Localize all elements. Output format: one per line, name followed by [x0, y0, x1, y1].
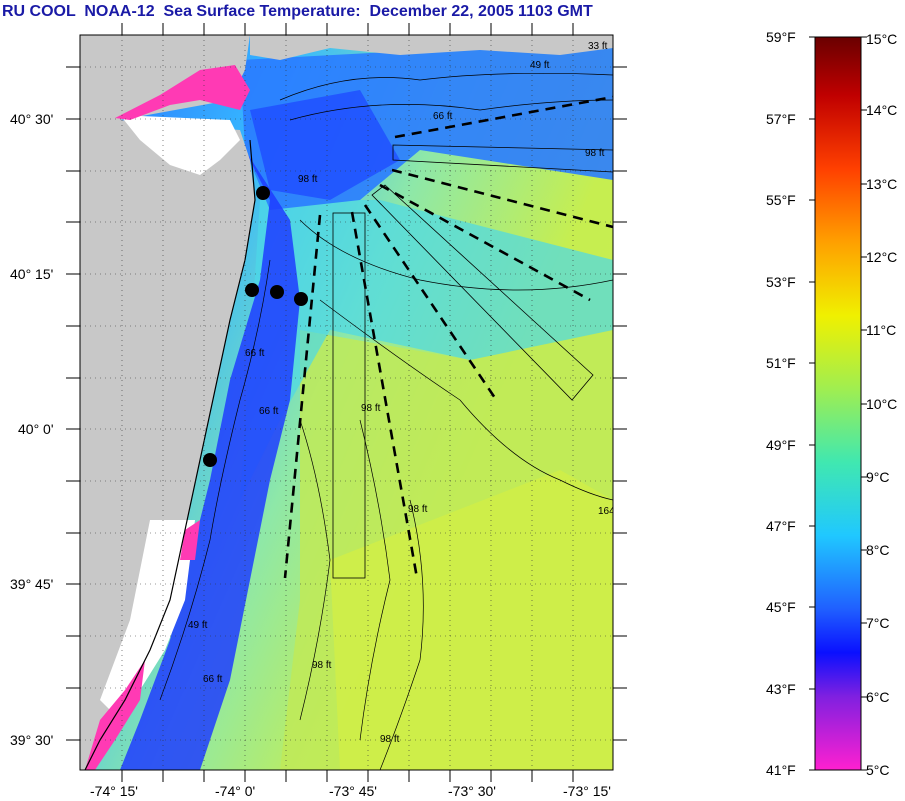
contour-labels: 66 ft 98 ft 33 ft 49 ft 66 ft 98 ft 98 f…: [188, 41, 615, 745]
offshore-warmest-water: [330, 470, 613, 770]
lat-label: 40° 0': [18, 421, 54, 437]
apex-core: [250, 90, 400, 200]
colorbar-gradient: [814, 36, 862, 771]
station-marker[interactable]: [245, 283, 259, 297]
colorbar-c-label: 11°C: [866, 322, 896, 338]
map-ticks: [66, 23, 627, 782]
lat-label: 40° 30': [10, 111, 53, 127]
station-marker[interactable]: [294, 292, 308, 306]
contour-label: 98 ft: [298, 174, 318, 185]
lon-label: -73° 30': [448, 783, 496, 799]
contour-label: 98 ft: [312, 660, 332, 671]
study-areas: [332, 144, 613, 579]
colorbar-f-label: 55°F: [766, 192, 796, 208]
colorbar-c-label: 13°C: [866, 176, 897, 192]
station-marker[interactable]: [270, 285, 284, 299]
contour-label: 49 ft: [530, 60, 550, 71]
nearshore-water: [120, 150, 300, 770]
coastline: [84, 139, 256, 770]
colorbar-f-label: 47°F: [766, 518, 796, 534]
lat-label: 40° 15': [10, 266, 53, 282]
colorbar-f-label: 53°F: [766, 274, 796, 290]
coastal-cold-north: [115, 65, 250, 120]
colorbar-f-label: 51°F: [766, 355, 796, 371]
contour-label: 66 ft: [245, 348, 265, 359]
lon-label: -73° 15': [563, 783, 611, 799]
station-marker[interactable]: [256, 186, 270, 200]
lat-label: 39° 45': [10, 576, 53, 592]
map-body: 66 ft 98 ft 33 ft 49 ft 66 ft 98 ft 98 f…: [80, 35, 615, 770]
lon-label: -74° 0': [215, 783, 255, 799]
bathymetry-contours: [159, 72, 613, 770]
contour-label: 98 ft: [380, 734, 400, 745]
colorbar: 59°F 57°F 55°F 53°F 51°F 49°F 47°F 45°F …: [766, 29, 897, 778]
study-box-east: [392, 144, 613, 173]
colorbar-c-label: 9°C: [866, 469, 890, 485]
station-marker[interactable]: [203, 453, 217, 467]
land-new-jersey: [80, 35, 255, 770]
colorbar-f-label: 43°F: [766, 681, 796, 697]
stations: [203, 186, 308, 467]
colorbar-f-label: 45°F: [766, 599, 796, 615]
map-frame: [79, 34, 614, 771]
contour-label: 49 ft: [188, 620, 208, 631]
colorbar-c-label: 5°C: [866, 762, 890, 778]
lat-label: 39° 30': [10, 732, 53, 748]
colorbar-c-label: 7°C: [866, 615, 890, 631]
contour-label: 98 ft: [408, 504, 428, 515]
cloud-patch-north: [120, 115, 240, 175]
colorbar-f-label: 59°F: [766, 29, 796, 45]
study-box-southeast: [371, 184, 594, 401]
contour-label: 33 ft: [588, 41, 608, 52]
colorbar-f-label: 49°F: [766, 437, 796, 453]
colorbar-c-label: 14°C: [866, 102, 897, 118]
colorbar-c-label: 8°C: [866, 542, 890, 558]
contour-label: 98 ft: [361, 403, 381, 414]
colorbar-c-label: 6°C: [866, 689, 890, 705]
study-box-south: [332, 212, 366, 579]
contour-label: 66 ft: [259, 406, 279, 417]
lon-label: -73° 45': [329, 783, 377, 799]
colorbar-c-label: 15°C: [866, 31, 897, 47]
contour-label: 98 ft: [585, 148, 605, 159]
transect-lines: [283, 95, 613, 579]
colorbar-c-label: 12°C: [866, 249, 897, 265]
colorbar-f-label: 41°F: [766, 762, 796, 778]
contour-label: 164: [598, 506, 615, 517]
contour-label: 66 ft: [203, 674, 223, 685]
cloud-patch-south: [100, 520, 195, 720]
chart-title: RU COOL NOAA-12 Sea Surface Temperature:…: [2, 3, 593, 20]
contour-label: 66 ft: [433, 111, 453, 122]
land-long-island: [250, 35, 613, 60]
lon-label: -74° 15': [90, 783, 138, 799]
colorbar-f-label: 57°F: [766, 111, 796, 127]
colorbar-c-label: 10°C: [866, 396, 897, 412]
